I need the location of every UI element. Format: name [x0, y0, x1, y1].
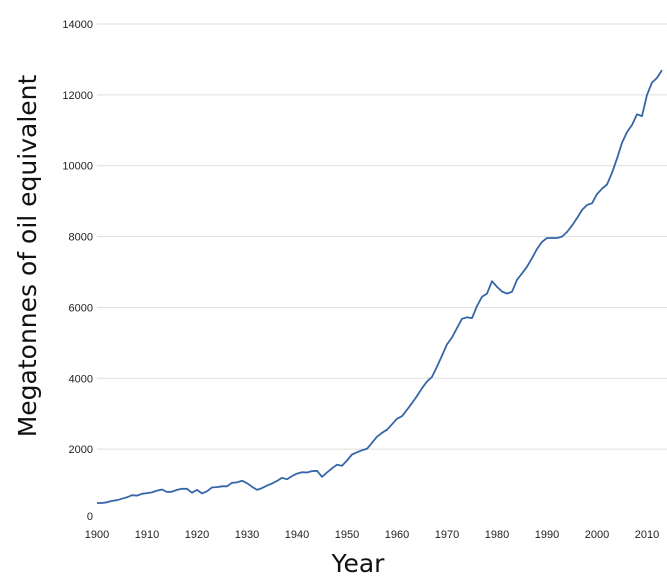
x-tick-label: 1940	[285, 529, 309, 541]
x-tick-label: 2010	[635, 529, 659, 541]
x-axis-ticks: 1900 1910 1920 1930 1940 1950 1960 1970 1980 1990…	[85, 529, 659, 541]
y-axis-ticks: 0 2000 4000 6000 8000 10000 12000 14000	[62, 19, 93, 523]
x-tick-label: 2000	[585, 529, 609, 541]
y-tick-label: 10000	[62, 161, 93, 173]
x-tick-label: 1980	[485, 529, 509, 541]
x-tick-label: 1900	[85, 529, 109, 541]
x-tick-label: 1920	[185, 529, 209, 541]
x-tick-label: 1990	[535, 529, 559, 541]
y-tick-label: 6000	[69, 302, 93, 314]
y-tick-label: 12000	[62, 90, 93, 102]
y-tick-label: 8000	[69, 232, 93, 244]
y-tick-label: 0	[87, 511, 93, 523]
x-tick-label: 1930	[235, 529, 259, 541]
y-tick-label: 2000	[69, 444, 93, 456]
y-tick-label: 14000	[62, 19, 93, 31]
y-tick-label: 4000	[69, 373, 93, 385]
x-tick-label: 1970	[435, 529, 459, 541]
series-layer	[97, 69, 663, 504]
x-tick-label: 1960	[385, 529, 409, 541]
x-axis-title: Year	[331, 549, 386, 576]
series-line-0	[97, 69, 663, 504]
x-tick-label: 1910	[135, 529, 159, 541]
y-axis-title: Megatonnes of oil equivalent	[13, 75, 42, 438]
gridlines	[97, 23, 667, 450]
x-tick-label: 1950	[335, 529, 359, 541]
